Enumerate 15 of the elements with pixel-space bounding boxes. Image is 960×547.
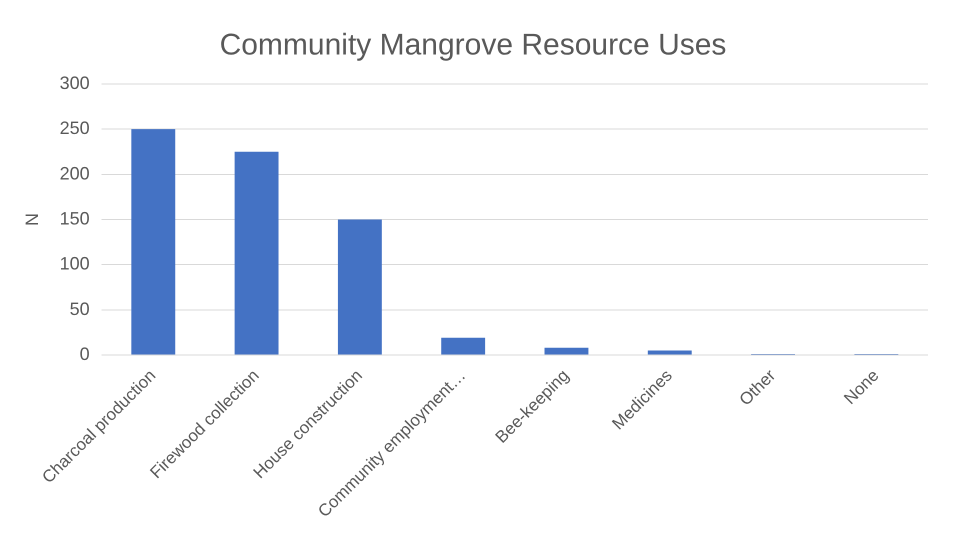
- bar: [131, 129, 176, 354]
- bar: [648, 350, 692, 354]
- y-tick-label: 300: [60, 72, 90, 93]
- y-tick-label: 50: [70, 298, 90, 319]
- y-tick-label: 200: [60, 163, 90, 184]
- y-tick-label: 0: [80, 344, 90, 364]
- y-tick-label: 100: [60, 254, 90, 274]
- bar: [544, 348, 588, 354]
- y-axis-title: N: [22, 212, 42, 226]
- chart-title: Community Mangrove Resource Uses: [220, 28, 726, 62]
- y-tick-label: 250: [60, 118, 90, 138]
- bar: [234, 152, 279, 354]
- y-tick-label: 150: [60, 208, 90, 228]
- bar: [338, 219, 382, 354]
- bar: [441, 338, 486, 354]
